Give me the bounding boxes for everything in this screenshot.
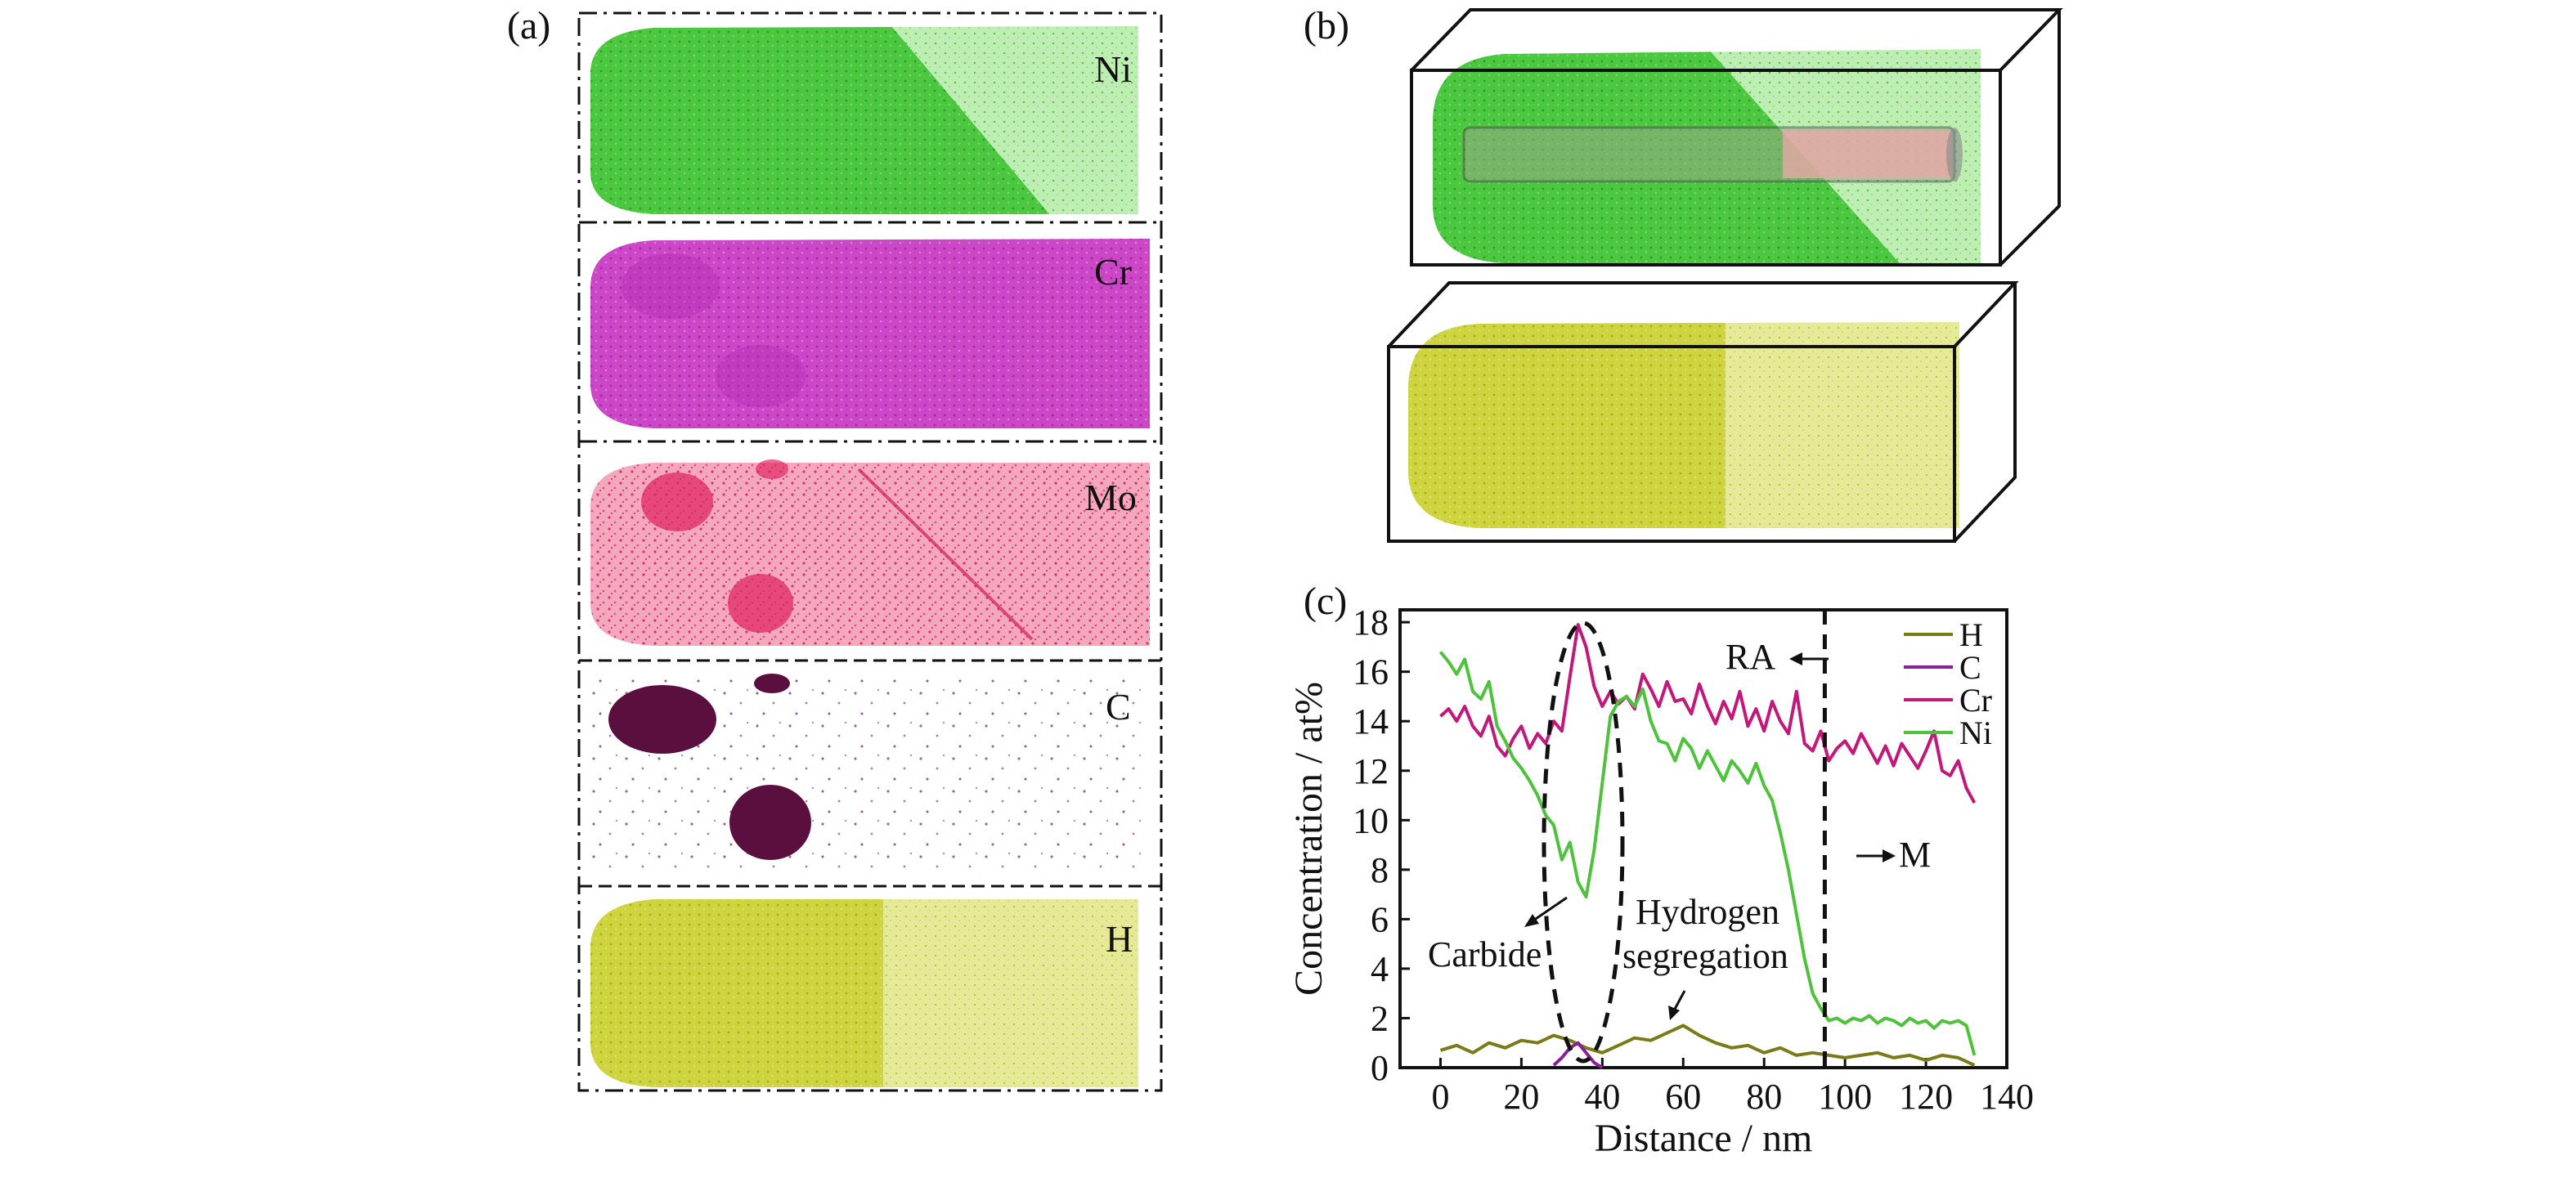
apt-map-mo bbox=[590, 459, 1150, 646]
y-axis-label: Concentration / at% bbox=[1287, 682, 1331, 996]
x-tick-label: 20 bbox=[1503, 1077, 1539, 1117]
arrow-ra bbox=[1789, 652, 1829, 665]
annotation-carbide: Carbide bbox=[1428, 934, 1542, 974]
x-tick-label: 40 bbox=[1584, 1077, 1620, 1117]
apt-label-c: C bbox=[1106, 686, 1131, 728]
y-tick-label: 14 bbox=[1353, 701, 1389, 741]
panel-letter-a: (a) bbox=[507, 4, 551, 47]
apt-map-c bbox=[590, 674, 1147, 871]
y-tick-label: 2 bbox=[1371, 998, 1389, 1038]
y-tick-label: 12 bbox=[1353, 751, 1389, 791]
legend-label-c: C bbox=[1959, 649, 1981, 686]
analysis-cylinder bbox=[1462, 126, 1963, 183]
arrow-m bbox=[1856, 849, 1896, 862]
annotation-m: M bbox=[1899, 835, 1931, 875]
series-line-cr bbox=[1439, 623, 1977, 804]
x-tick-label: 60 bbox=[1665, 1077, 1701, 1117]
y-tick-label: 16 bbox=[1353, 652, 1389, 692]
y-tick-label: 0 bbox=[1371, 1048, 1389, 1088]
series-line-ni bbox=[1438, 651, 1977, 1056]
apt-label-mo: Mo bbox=[1084, 477, 1137, 518]
panel-b-h-box bbox=[1387, 281, 2019, 543]
x-tick-label: 120 bbox=[1899, 1077, 1953, 1117]
chart-series bbox=[1438, 623, 1977, 1069]
panel-a-frames bbox=[577, 11, 1163, 1092]
apt-label-cr: Cr bbox=[1094, 251, 1132, 293]
x-tick-label: 80 bbox=[1746, 1077, 1782, 1117]
annotation-hydrogen-line1: Hydrogen bbox=[1636, 892, 1779, 932]
legend-label-ni: Ni bbox=[1959, 714, 1992, 751]
apt-map-ni bbox=[590, 26, 1138, 214]
y-tick-label: 8 bbox=[1371, 850, 1389, 890]
y-tick-label: 4 bbox=[1371, 949, 1389, 989]
carbide-annotation bbox=[1542, 620, 1625, 1064]
apt-map-cr bbox=[590, 239, 1150, 428]
annotation-hydrogen-line2: segregation bbox=[1622, 936, 1788, 976]
x-tick-label: 0 bbox=[1431, 1077, 1449, 1117]
arrow-carbide bbox=[1524, 896, 1568, 927]
apt-label-h: H bbox=[1106, 918, 1133, 960]
panel-letter-b: (b) bbox=[1304, 4, 1349, 47]
y-tick-label: 10 bbox=[1353, 800, 1389, 840]
x-tick-label: 100 bbox=[1818, 1077, 1872, 1117]
series-line-c bbox=[1552, 1041, 1604, 1069]
annotation-ra: RA bbox=[1726, 637, 1775, 677]
y-tick-label: 18 bbox=[1353, 602, 1389, 643]
y-tick-label: 6 bbox=[1371, 899, 1389, 939]
apt-map-h bbox=[590, 899, 1138, 1087]
x-axis-label: Distance / nm bbox=[1595, 1117, 1813, 1160]
x-tick-label: 140 bbox=[1980, 1077, 2034, 1117]
plot-frame bbox=[1398, 608, 2008, 1069]
panel-b-ni-box bbox=[1410, 8, 2063, 267]
panel-letter-c: (c) bbox=[1304, 580, 1348, 623]
legend-label-h: H bbox=[1959, 616, 1983, 653]
chart-axes: 0 20 40 60 80 100 120 140 0 2 4 6 8 10 12 14 16 18 bbox=[1353, 602, 2034, 1117]
arrow-hydrogen bbox=[1668, 990, 1686, 1020]
apt-label-ni: Ni bbox=[1094, 48, 1132, 90]
legend-label-cr: Cr bbox=[1959, 682, 1992, 719]
series-line-h bbox=[1439, 1023, 1976, 1067]
